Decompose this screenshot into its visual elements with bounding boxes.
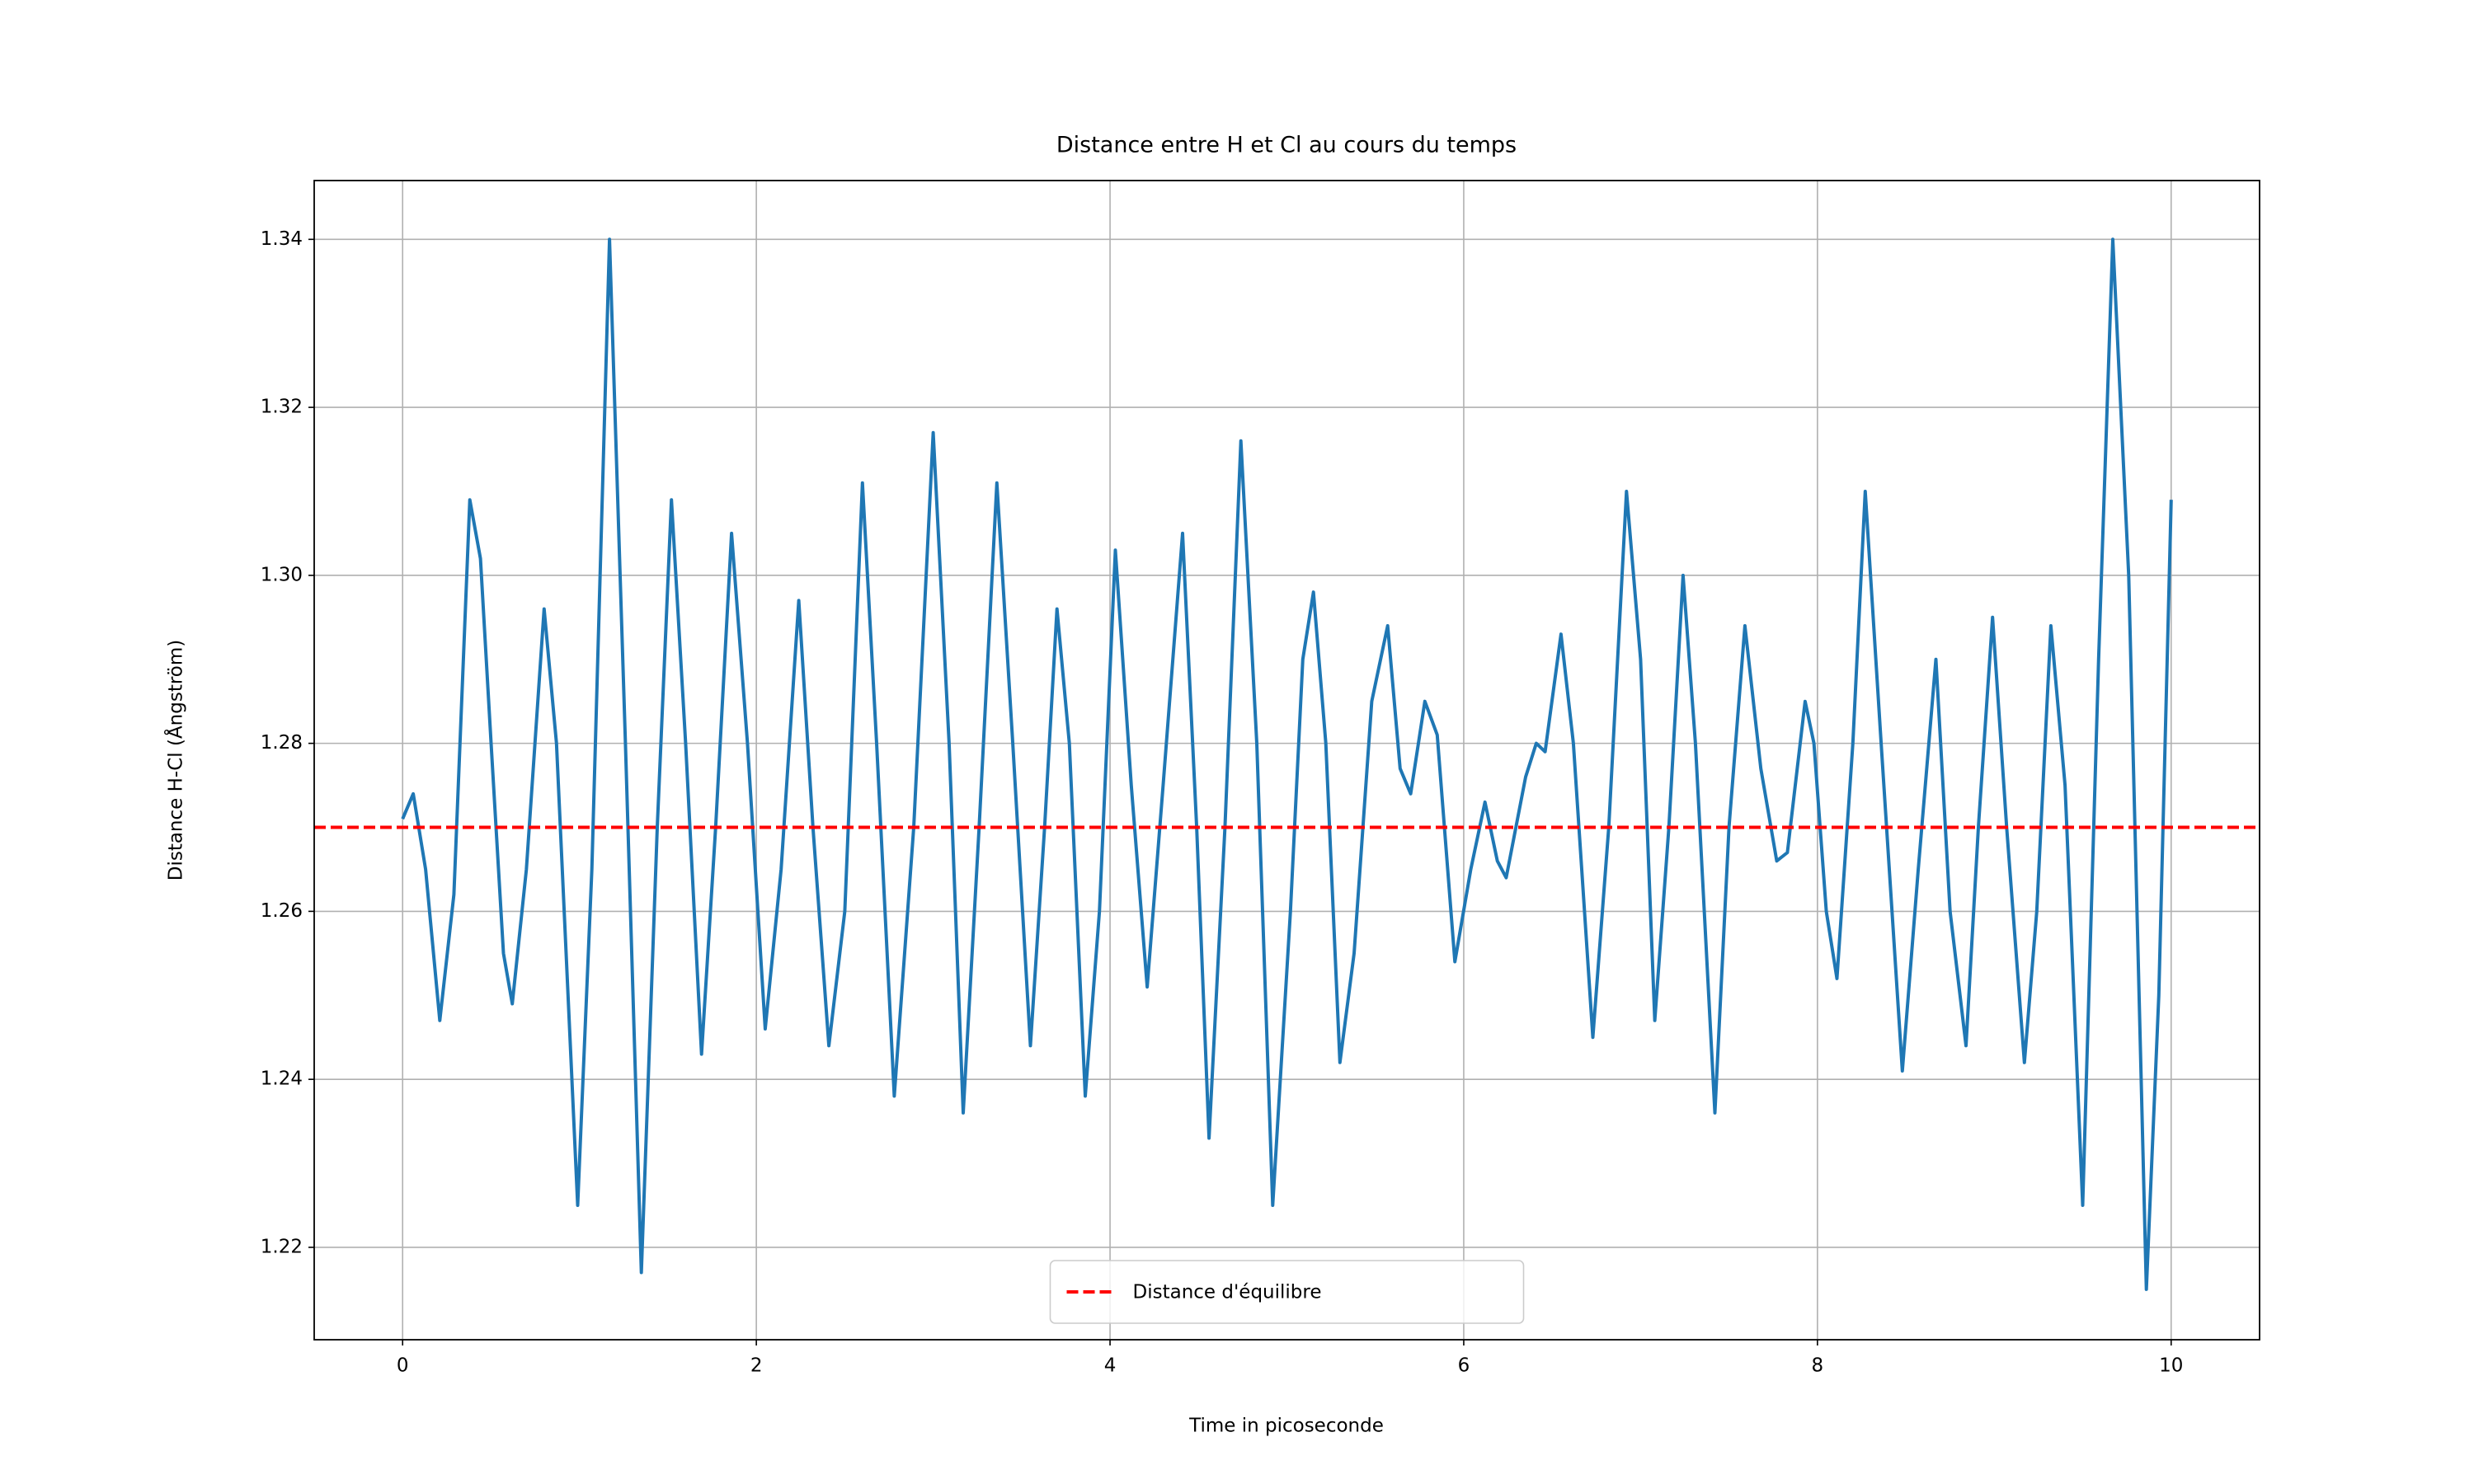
x-tick-label: 6 [1458,1355,1470,1377]
x-tick-label: 4 [1104,1355,1117,1377]
legend: Distance d'équilibre [1049,1260,1525,1324]
y-tick-label: 1.26 [261,900,303,922]
x-tick-label: 0 [397,1355,409,1377]
data-line [401,237,2173,1291]
legend-label: Distance d'équilibre [1133,1282,1322,1303]
y-axis-label: Distance H-Cl (Ångström) [164,640,187,881]
legend-box [1049,1260,1525,1324]
y-tick-label: 1.34 [261,228,303,250]
x-tick-label: 2 [750,1355,763,1377]
y-tick-label: 1.30 [261,564,303,585]
y-tick-label: 1.24 [261,1068,303,1090]
y-tick-label: 1.32 [261,397,303,418]
x-tick-label: 8 [1812,1355,1824,1377]
x-axis-label: Time in picoseconde [1188,1416,1384,1437]
axes-frame [313,180,2260,1341]
x-tick-label: 10 [2159,1355,2183,1377]
y-tick-label: 1.22 [261,1236,303,1257]
y-tick-label: 1.28 [261,732,303,754]
chart-title: Distance entre H et Cl au cours du temps [1056,133,1517,158]
